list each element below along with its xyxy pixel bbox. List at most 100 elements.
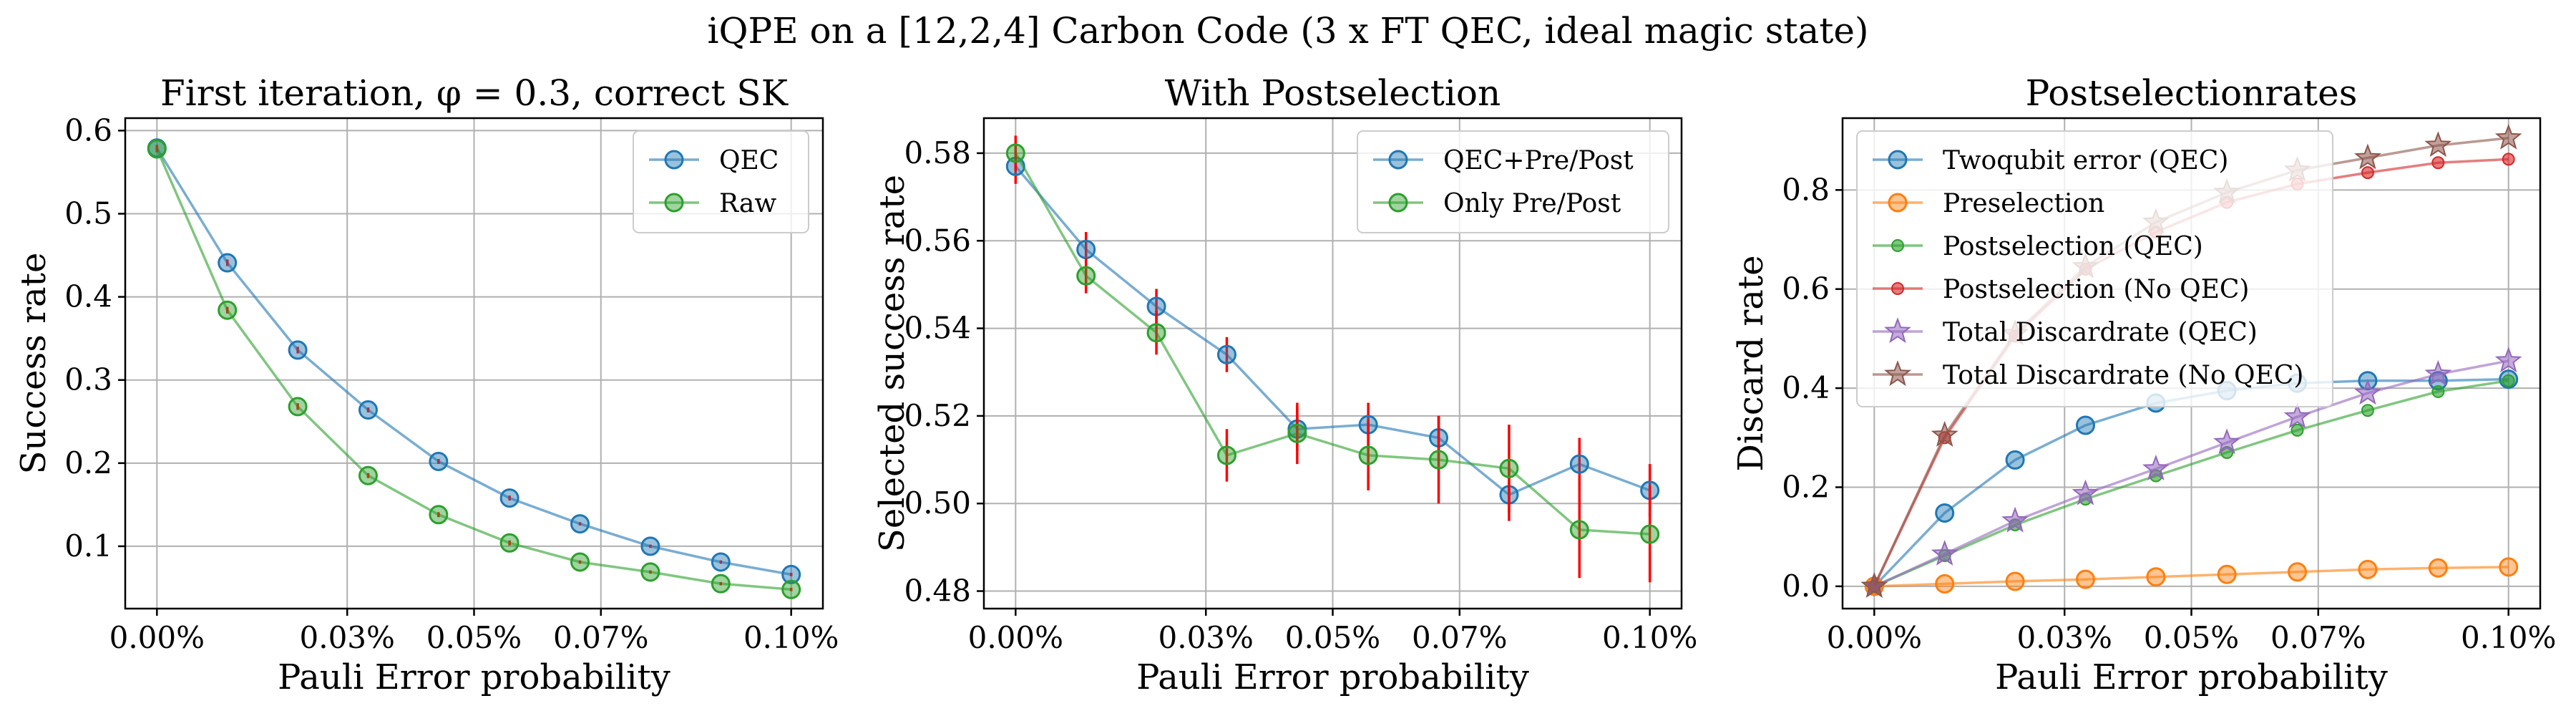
data-point bbox=[1931, 420, 1958, 447]
x-axis-label: Pauli Error probability bbox=[1136, 657, 1529, 697]
x-tick-label: 0.10% bbox=[1602, 620, 1697, 655]
series-line bbox=[1873, 379, 2509, 588]
series-line bbox=[155, 148, 791, 591]
data-point bbox=[570, 514, 590, 534]
data-point bbox=[2494, 123, 2522, 150]
data-point bbox=[2358, 559, 2378, 579]
legend-marker bbox=[1388, 193, 1408, 213]
series-2-2 bbox=[1005, 135, 1660, 583]
x-tick-label: 0.07% bbox=[2270, 620, 2366, 655]
data-point bbox=[2499, 557, 2519, 577]
x-tick-label: 0.00% bbox=[1827, 620, 1922, 655]
legend-item: Postselection (No QEC) bbox=[1873, 275, 2249, 304]
legend-label: Postselection (QEC) bbox=[1943, 232, 2203, 261]
legend-item: QEC+Pre/Post bbox=[1373, 146, 1634, 175]
legend-item: Only Pre/Post bbox=[1373, 189, 1621, 218]
data-point bbox=[2001, 506, 2029, 533]
x-tick-label: 0.03% bbox=[1158, 620, 1254, 655]
x-tick-label: 0.00% bbox=[109, 620, 205, 655]
x-tick-label: 0.03% bbox=[2017, 620, 2112, 655]
data-point bbox=[1287, 423, 1307, 443]
data-point bbox=[2288, 562, 2308, 582]
x-axis-label: Pauli Error probability bbox=[1995, 657, 2388, 697]
data-point bbox=[218, 253, 238, 273]
legend-item: Twoqubit error (QEC) bbox=[1873, 146, 2228, 175]
data-point bbox=[147, 139, 167, 159]
y-tick-label: 0.4 bbox=[64, 279, 112, 314]
y-tick-label: 0.2 bbox=[64, 445, 112, 480]
legend-marker bbox=[1891, 282, 1904, 295]
data-point bbox=[2146, 567, 2166, 587]
x-tick-label: 0.07% bbox=[1412, 620, 1507, 655]
x-tick-label: 0.05% bbox=[1285, 620, 1380, 655]
figure-title: iQPE on a [12,2,4] Carbon Code (3 x FT Q… bbox=[707, 10, 1868, 52]
data-point bbox=[781, 564, 801, 584]
series-3-5 bbox=[1860, 347, 2522, 598]
x-tick-label: 0.00% bbox=[968, 620, 1063, 655]
data-point bbox=[1216, 344, 1236, 364]
data-point bbox=[2424, 359, 2452, 386]
legend-box bbox=[1357, 130, 1669, 233]
data-point bbox=[2142, 455, 2170, 480]
legend-label: Twoqubit error (QEC) bbox=[1943, 146, 2228, 175]
data-point bbox=[640, 562, 660, 582]
legend-marker bbox=[1884, 360, 1911, 387]
legend-box bbox=[633, 130, 809, 233]
y-axis-label: Success rate bbox=[14, 253, 54, 475]
data-point bbox=[1935, 574, 1955, 594]
series-line bbox=[1874, 566, 2509, 588]
legend: QEC+Pre/Post Only Pre/Post bbox=[1357, 130, 1669, 233]
legend-label: Only Pre/Post bbox=[1443, 189, 1621, 218]
data-point bbox=[2494, 347, 2522, 373]
y-tick-label: 0.2 bbox=[1782, 469, 1830, 504]
legend-item: Postselection (QEC) bbox=[1873, 232, 2203, 261]
data-point bbox=[1499, 458, 1519, 478]
y-tick-label: 0.54 bbox=[904, 311, 971, 346]
legend-marker bbox=[1388, 150, 1408, 170]
data-point bbox=[640, 536, 660, 556]
data-point bbox=[2075, 569, 2095, 589]
y-tick-label: 0.5 bbox=[64, 196, 112, 231]
data-point bbox=[2290, 423, 2304, 437]
series-1-2 bbox=[147, 139, 801, 599]
legend: QEC Raw bbox=[633, 130, 809, 233]
series-line bbox=[1014, 165, 1651, 497]
legend-marker bbox=[1888, 150, 1908, 170]
legend-label: Total Discardrate (QEC) bbox=[1943, 318, 2258, 347]
series-line bbox=[1014, 153, 1650, 536]
data-point bbox=[358, 400, 378, 420]
data-point bbox=[288, 340, 308, 360]
legend-marker bbox=[1891, 239, 1904, 252]
legend-item: QEC bbox=[649, 146, 779, 175]
legend-label: Postselection (No QEC) bbox=[1943, 275, 2249, 304]
y-tick-label: 0.4 bbox=[1782, 370, 1830, 405]
chart-title: With Postselection bbox=[1165, 72, 1501, 114]
data-point bbox=[1146, 323, 1166, 343]
legend-item: Total Discardrate (No QEC) bbox=[1873, 360, 2303, 390]
data-point bbox=[2361, 166, 2374, 180]
chart-panel-1: 0.00% 0.03% 0.05% 0.07% 0.10% 0.1 0.2 0.3 0.4 0.5… bbox=[14, 72, 839, 697]
y-tick-label: 0.8 bbox=[1782, 172, 1830, 207]
y-tick-label: 0.48 bbox=[904, 574, 971, 609]
legend-marker bbox=[664, 150, 684, 170]
data-point bbox=[288, 397, 308, 417]
data-point bbox=[1358, 445, 1378, 465]
data-point bbox=[2502, 153, 2515, 166]
data-point bbox=[2431, 156, 2445, 170]
data-point bbox=[2005, 571, 2025, 591]
data-point bbox=[1429, 450, 1449, 470]
y-tick-label: 0.0 bbox=[1782, 569, 1830, 604]
data-point bbox=[1076, 239, 1096, 259]
chart-title: Postselectionrates bbox=[2026, 72, 2358, 114]
legend-item: Total Discardrate (QEC) bbox=[1873, 317, 2258, 347]
legend-box bbox=[1856, 130, 2333, 407]
data-point bbox=[781, 579, 801, 599]
data-point bbox=[358, 465, 378, 485]
chart-title: First iteration, φ = 0.3, correct SK bbox=[160, 72, 789, 114]
x-tick-label: 0.10% bbox=[2461, 620, 2556, 655]
data-point bbox=[2353, 143, 2381, 170]
data-point bbox=[2424, 131, 2452, 158]
y-tick-label: 0.6 bbox=[1782, 271, 1830, 306]
legend: Twoqubit error (QEC) Preselection Postsele… bbox=[1856, 130, 2333, 407]
